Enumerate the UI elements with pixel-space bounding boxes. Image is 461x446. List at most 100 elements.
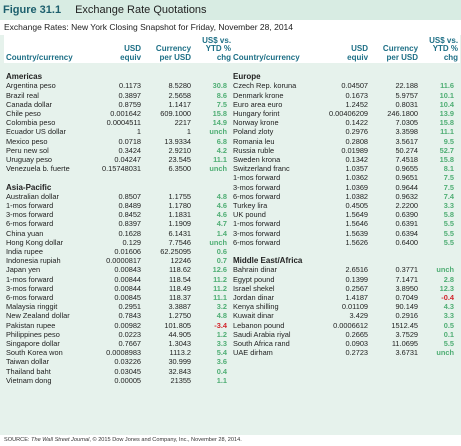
currency-name: Turkey lira <box>233 201 268 211</box>
ytd-change: 15.8 <box>212 109 228 118</box>
currency-row: Egypt pound 0.1399 7.1471 2.8 <box>231 275 460 284</box>
rate: 118.49 <box>168 283 192 293</box>
rate: 1.0382 <box>345 191 369 201</box>
rate: 2217 <box>174 118 192 128</box>
rate: 0.8397 <box>118 219 142 229</box>
currency-row: Taiwan dollar 0.03226 30.999 3.6 <box>4 357 233 366</box>
currency-name: Lebanon pound <box>233 320 285 330</box>
currency-row: Japan yen 0.00843 118.62 12.6 <box>4 265 233 274</box>
source-prefix: SOURCE: <box>4 437 32 443</box>
currency-row: Indonesia rupiah 0.0000817 12246 0.7 <box>4 256 233 265</box>
rate: 0.03045 <box>114 366 142 376</box>
currency-name: Bahrain dinar <box>233 265 277 275</box>
rate: 8.5280 <box>168 81 192 91</box>
rate: 3.429 <box>349 311 369 321</box>
rate: 7.7546 <box>168 237 192 247</box>
rate: 0.6394 <box>395 228 419 238</box>
ytd-change: 5.5 <box>443 339 455 349</box>
currency-name: Kenya shilling <box>233 302 279 312</box>
ytd-change: 3.6 <box>216 357 228 367</box>
currency-name: Hong Kong dollar <box>6 237 64 247</box>
section-row: Middle East/Africa <box>231 256 460 265</box>
rate: 21355 <box>170 375 192 385</box>
spacer-row <box>231 247 460 256</box>
ytd-change: 4.7 <box>216 219 228 229</box>
rate: 3.8950 <box>395 283 419 293</box>
rate: 62.25095 <box>160 247 192 257</box>
ytd-change: unch <box>209 237 228 247</box>
rate: 0.0004511 <box>106 118 142 128</box>
rate: 0.01606 <box>114 247 142 257</box>
rate: 0.0223 <box>118 329 142 339</box>
currency-name: Chile peso <box>6 109 41 118</box>
currency-name: Jordan dinar <box>233 293 275 303</box>
currency-name: Switzerland franc <box>233 164 290 174</box>
currency-name: 1-mos forward <box>233 219 281 229</box>
rate: 0.04507 <box>341 81 369 91</box>
rate: 0.2567 <box>345 283 369 293</box>
currency-name: 6-mos forward <box>6 293 54 303</box>
rate: 7.4518 <box>395 155 419 165</box>
rate: 0.2951 <box>118 302 142 312</box>
currency-name: 6-mos forward <box>6 219 54 229</box>
currency-row: UAE dirham 0.2723 3.6731 unch <box>231 348 460 357</box>
rate: 118.54 <box>168 274 192 284</box>
ytd-change: 3.2 <box>216 302 228 312</box>
rate: 44.905 <box>168 329 192 339</box>
rate: 0.00844 <box>114 274 142 284</box>
currency-row: 3-mos forward 0.8452 1.1831 4.6 <box>4 210 233 219</box>
table-panel: Country/currency USD equiv Currency per US… <box>0 35 461 435</box>
column-header: Currency per USD <box>370 35 421 63</box>
ytd-change: 11.2 <box>213 283 228 293</box>
currency-name: 3-mos forward <box>6 210 54 220</box>
ytd-change: 3.3 <box>216 339 228 349</box>
currency-row: China yuan 0.1628 6.1431 1.4 <box>4 229 233 238</box>
currency-name: India rupee <box>6 247 43 257</box>
ytd-change: 1.1 <box>216 375 228 385</box>
rate: 0.00845 <box>114 293 142 303</box>
rate: 6.3500 <box>168 164 192 174</box>
rate: 0.9651 <box>395 173 419 183</box>
rate: 90.149 <box>395 302 419 312</box>
rate: 0.8489 <box>118 201 142 211</box>
column-header: Currency per USD <box>143 35 194 63</box>
ytd-change: 15.8 <box>439 155 455 165</box>
ytd-change: 7.5 <box>443 182 455 192</box>
currency-name: Indonesia rupiah <box>6 256 61 266</box>
currency-row: Lebanon pound 0.0006612 1512.45 0.5 <box>231 321 460 330</box>
rate: 50.274 <box>395 145 419 155</box>
ytd-change: 15.8 <box>439 118 455 128</box>
rate: 0.129 <box>122 237 142 247</box>
rate: 0.2808 <box>345 136 369 146</box>
currency-name: Australian dollar <box>6 191 59 201</box>
rate: 0.1173 <box>118 81 142 91</box>
table-body: Europe Czech Rep. koruna 0.04507 22.188 11.6… <box>231 63 460 357</box>
ytd-change: 4.2 <box>216 145 228 155</box>
rate: 0.7843 <box>118 311 142 321</box>
currency-row: 3-mos forward 1.5639 0.6394 5.5 <box>231 229 460 238</box>
rate: 0.001642 <box>110 109 142 118</box>
ytd-change: 6.8 <box>216 136 228 146</box>
ytd-change: 13.9 <box>439 109 455 118</box>
currency-name: 1-mos forward <box>6 274 54 284</box>
ytd-change: 11.1 <box>213 155 228 165</box>
currency-row: Thailand baht 0.03045 32.843 0.4 <box>4 367 233 376</box>
rate: 3.3598 <box>395 127 419 137</box>
ytd-change: 2.8 <box>443 274 455 284</box>
currency-row: 6-mos forward 1.0382 0.9632 7.4 <box>231 192 460 201</box>
rate: 1.0357 <box>345 164 369 174</box>
rate: 12246 <box>170 256 192 266</box>
currency-row: South Korea won 0.0008983 1113.2 5.4 <box>4 348 233 357</box>
currency-row: Euro area euro 1.2452 0.8031 10.4 <box>231 100 460 109</box>
ytd-change: 0.1 <box>443 329 455 339</box>
currency-row: Singapore dollar 0.7667 1.3043 3.3 <box>4 339 233 348</box>
rate: 1.1755 <box>168 191 192 201</box>
ytd-change: 11.2 <box>213 274 228 284</box>
spacer-row <box>4 173 233 182</box>
rate: 0.1399 <box>345 274 369 284</box>
currency-row: India rupee 0.01606 62.25095 0.6 <box>4 247 233 256</box>
currency-name: Colombia peso <box>6 118 56 128</box>
currency-name: Denmark krone <box>233 90 284 100</box>
rate: 1.1909 <box>168 219 192 229</box>
ytd-change: 30.8 <box>212 81 228 91</box>
